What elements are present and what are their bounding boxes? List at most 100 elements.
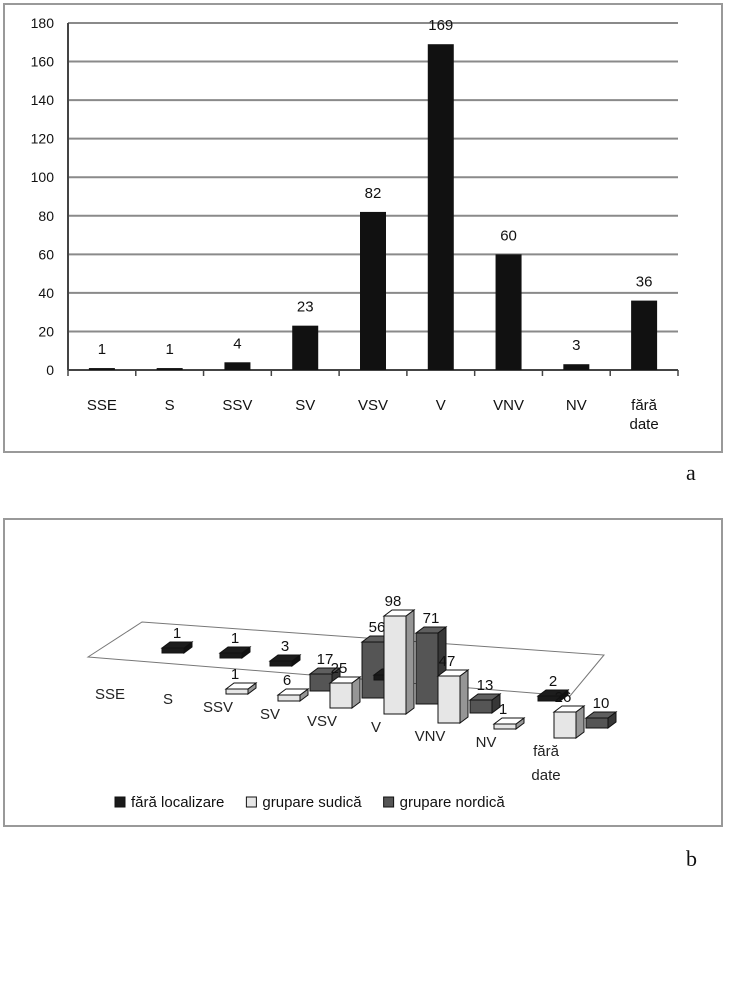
bar-front: [383, 615, 407, 715]
x-tick-label: VNV: [493, 397, 524, 414]
bar-front: [553, 711, 577, 739]
bar-front: [309, 673, 333, 692]
legend-swatch: [383, 796, 395, 808]
data-label: 6: [283, 672, 291, 689]
data-label: 1: [98, 341, 106, 358]
chart-frame: [3, 3, 723, 453]
data-label: 36: [636, 274, 653, 291]
x-tick-label: VSV: [358, 397, 388, 414]
y-tick-label: 60: [38, 246, 54, 262]
data-label: 25: [331, 660, 348, 677]
x-tick-label: NV: [566, 397, 587, 414]
bar-1-3: [276, 688, 310, 702]
bar-front: [493, 723, 517, 730]
x-tick-label: fără date: [531, 743, 560, 784]
legend-label: grupare nordică: [400, 794, 506, 811]
x-tick-label: S: [163, 691, 173, 708]
x-tick-label: V: [436, 397, 446, 414]
data-label: 1: [231, 630, 239, 647]
data-label: 1: [231, 666, 239, 683]
y-tick-label: 180: [31, 15, 55, 31]
panel-label-a: a: [686, 460, 696, 485]
data-label: 2: [549, 673, 557, 690]
bar: [224, 362, 251, 370]
data-label: 23: [297, 299, 314, 316]
data-label: 17: [317, 651, 334, 668]
bar-0-7: [536, 689, 570, 702]
legend-label: fără localizare: [131, 794, 224, 811]
bar-1-5: [382, 609, 416, 715]
data-label: 10: [593, 695, 610, 712]
bar-0-1: [218, 646, 252, 659]
bar-0-2: [268, 654, 302, 667]
bar-2-6: [468, 693, 502, 714]
chart-a: 0 20 40 60 80 100 120 140 160 180 1 SSE 1 S 4 SSV 23 SV 82…: [3, 3, 723, 453]
data-label: 26: [555, 689, 572, 706]
bar-0-0: [160, 641, 194, 654]
bar-side: [405, 609, 415, 715]
chart-frame: [3, 518, 723, 827]
bar-front: [437, 675, 461, 724]
y-tick-label: 20: [38, 323, 54, 339]
x-tick-label: fără date: [630, 397, 659, 433]
bar: [360, 211, 386, 370]
bar-front: [219, 652, 243, 659]
x-tick-label: NV: [476, 734, 497, 751]
bar-1-7: [492, 717, 526, 730]
bar-1-4: [328, 676, 362, 709]
data-label: 1: [173, 625, 181, 642]
bar-front: [269, 660, 293, 667]
data-label: 56: [369, 619, 386, 636]
x-tick-label: SV: [260, 706, 280, 723]
bar: [563, 364, 590, 370]
bar: [88, 368, 115, 370]
bar-2-8: [584, 711, 618, 729]
bar: [156, 368, 183, 370]
data-label: 3: [281, 638, 289, 655]
x-tick-label: SSE: [87, 397, 117, 414]
data-label: 169: [428, 17, 453, 34]
x-tick-label: SSE: [95, 686, 125, 703]
bar-front: [277, 694, 301, 702]
bar-1-6: [436, 669, 470, 724]
bar-front: [537, 695, 561, 702]
bar-side: [459, 669, 469, 724]
bar-1-2: [224, 682, 258, 695]
y-tick-label: 120: [31, 131, 55, 147]
x-tick-label: VSV: [307, 713, 337, 730]
bar: [631, 300, 658, 370]
x-tick-label: VNV: [415, 728, 446, 745]
x-tick-label: SSV: [203, 699, 233, 716]
y-tick-label: 40: [38, 285, 54, 301]
bar-front: [329, 682, 353, 709]
x-tick-label: V: [371, 719, 381, 736]
bar-front: [225, 688, 249, 695]
bar-front: [585, 717, 609, 729]
legend-swatch: [114, 796, 126, 808]
y-tick-label: 80: [38, 208, 54, 224]
data-label: 4: [233, 335, 241, 352]
y-tick-label: 100: [31, 169, 55, 185]
bar-front: [161, 647, 185, 654]
data-label: 1: [499, 701, 507, 718]
data-label: 98: [385, 593, 402, 610]
data-label: 60: [500, 227, 517, 244]
bar-front: [415, 632, 439, 705]
bar-front: [469, 699, 493, 714]
bar: [427, 44, 454, 370]
panel-label-b: b: [686, 846, 697, 871]
x-tick-label: SSV: [222, 397, 252, 414]
data-label: 1: [165, 341, 173, 358]
y-tick-label: 140: [31, 92, 55, 108]
y-tick-label: 160: [31, 54, 55, 70]
data-label: 13: [477, 677, 494, 694]
bar-1-8: [552, 705, 586, 739]
bar: [292, 325, 319, 370]
legend-swatch: [245, 796, 257, 808]
data-label: 71: [423, 610, 440, 627]
bar: [495, 254, 522, 370]
y-tick-label: 0: [46, 362, 54, 378]
data-label: 47: [439, 653, 456, 670]
data-label: 3: [572, 337, 580, 354]
